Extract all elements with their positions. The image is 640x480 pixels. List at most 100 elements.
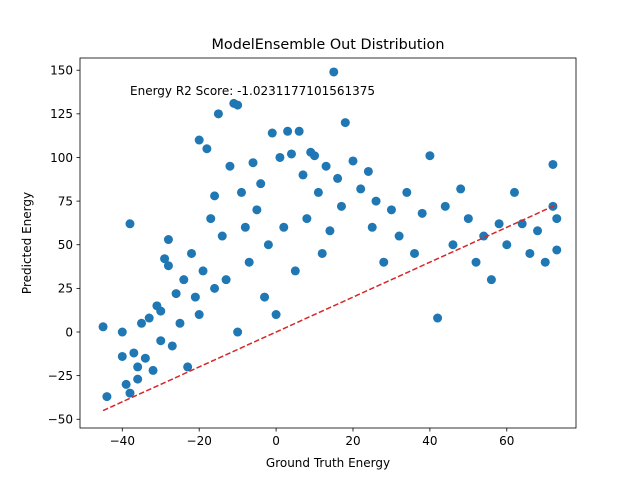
data-point [206,214,216,224]
y-tick-label: −50 [48,413,73,427]
data-point [290,266,300,276]
data-point [552,245,562,255]
chart-title: ModelEnsemble Out Distribution [212,37,445,53]
data-point [129,348,139,358]
data-point [160,254,170,264]
data-point [125,388,135,398]
x-tick-label: −20 [187,434,212,448]
data-point [425,151,435,161]
x-tick-label: 60 [499,434,514,448]
data-point [260,292,270,302]
data-point [336,201,346,211]
data-point [367,222,377,232]
data-point [298,170,308,180]
data-point [371,196,381,206]
data-point [329,67,339,77]
data-point [417,208,427,218]
x-tick-label: −40 [110,434,135,448]
data-point [448,240,458,250]
data-point [163,261,173,271]
data-point [171,289,181,299]
reference-line [102,203,558,412]
data-point [156,306,166,316]
data-point [125,219,135,229]
data-point [183,362,193,372]
data-point [540,257,550,267]
data-point [133,362,143,372]
data-point [190,292,200,302]
data-point [283,126,293,136]
data-point [144,313,154,323]
data-point [233,100,243,110]
data-point [402,187,412,197]
data-point [140,353,150,363]
data-point [240,222,250,232]
y-axis-label: Predicted Energy [20,192,34,294]
data-point [313,187,323,197]
data-point [325,226,335,236]
data-point [267,128,277,138]
data-point [98,322,108,332]
data-point [167,341,177,351]
data-point [279,222,289,232]
data-point [163,235,173,245]
data-point [394,231,404,241]
data-point [217,231,227,241]
data-point [121,379,131,389]
y-tick-label: 50 [58,238,73,252]
y-tick-label: 100 [50,151,73,165]
data-point [363,166,373,176]
data-point [486,275,496,285]
data-point [175,318,185,328]
data-point [321,161,331,171]
y-tick-label: 75 [58,194,73,208]
data-point [210,191,220,201]
data-point [225,161,235,171]
data-point [248,158,258,168]
data-point [256,179,266,189]
data-point [252,205,262,215]
x-tick-label: 40 [422,434,437,448]
data-point [356,184,366,194]
data-point [286,149,296,159]
data-point [552,214,562,224]
data-point [244,257,254,267]
data-point [117,351,127,361]
x-tick-label: 0 [272,434,280,448]
data-point [133,374,143,384]
y-tick-label: 125 [50,107,73,121]
data-point [502,240,512,250]
data-point [548,159,558,169]
data-point [236,187,246,197]
data-point [271,310,281,320]
plot-background [80,58,576,428]
y-axis-ticks: −50 −25 0 25 50 75 100 125 150 [48,64,80,427]
data-point [317,248,327,258]
plot-frame [79,57,577,429]
y-tick-label: 150 [50,64,73,78]
data-point [137,318,147,328]
data-point [471,257,481,267]
data-point [533,226,543,236]
data-point [294,126,304,136]
data-point [463,214,473,224]
data-point [379,257,389,267]
data-point [456,184,466,194]
x-axis-ticks: −40 −20 0 20 40 60 [110,428,514,448]
plot-area [79,57,577,429]
data-point [187,248,196,258]
data-point [210,283,220,293]
data-point [117,327,127,337]
data-point [410,248,420,258]
data-point [348,156,358,166]
data-point [156,336,166,346]
data-point [302,214,312,224]
x-tick-label: 20 [345,434,360,448]
data-point [525,248,535,258]
x-axis-label: Ground Truth Energy [266,456,390,470]
data-point [386,205,396,215]
data-point [509,187,519,197]
data-point [275,152,285,162]
data-point [494,219,504,229]
